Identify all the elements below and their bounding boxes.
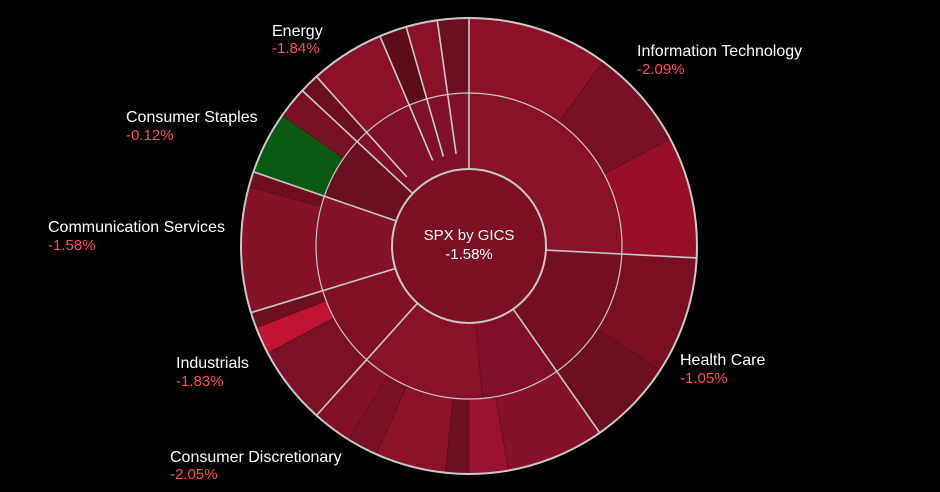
change-industrials: -1.83% bbox=[176, 373, 224, 390]
label-communication-services: Communication Services bbox=[48, 219, 225, 236]
change-consumer-discretionary: -2.05% bbox=[170, 466, 218, 483]
label-consumer-discretionary: Consumer Discretionary bbox=[170, 449, 342, 466]
energy-stock-divider-1 bbox=[379, 35, 434, 161]
center-value: -1.58% bbox=[445, 246, 493, 263]
change-energy: -1.84% bbox=[272, 40, 320, 57]
sector-dividers bbox=[240, 17, 698, 475]
center-disc bbox=[391, 168, 547, 324]
energy-stock-divider-3 bbox=[436, 20, 457, 155]
energy-stock-divider-2 bbox=[405, 26, 445, 157]
sector-divider-4 bbox=[250, 267, 396, 314]
sector-divider-3 bbox=[315, 302, 419, 416]
sunburst-rings bbox=[240, 17, 698, 475]
label-consumer-staples: Consumer Staples bbox=[126, 109, 258, 126]
sector-divider-1 bbox=[545, 249, 697, 259]
label-health-care: Health Care bbox=[680, 352, 765, 369]
energy-stock-divider-0 bbox=[315, 76, 408, 178]
center-title: SPX by GICS bbox=[424, 227, 515, 244]
sector-divider-5 bbox=[253, 171, 397, 222]
label-information-technology: Information Technology bbox=[637, 43, 802, 60]
change-health-care: -1.05% bbox=[680, 370, 728, 387]
sector-divider-2 bbox=[512, 308, 601, 434]
label-energy: Energy bbox=[272, 23, 323, 40]
label-industrials: Industrials bbox=[176, 355, 249, 372]
change-information-technology: -2.09% bbox=[637, 61, 685, 78]
change-communication-services: -1.58% bbox=[48, 237, 96, 254]
sector-divider-6 bbox=[301, 89, 414, 195]
change-consumer-staples: -0.12% bbox=[126, 127, 174, 144]
